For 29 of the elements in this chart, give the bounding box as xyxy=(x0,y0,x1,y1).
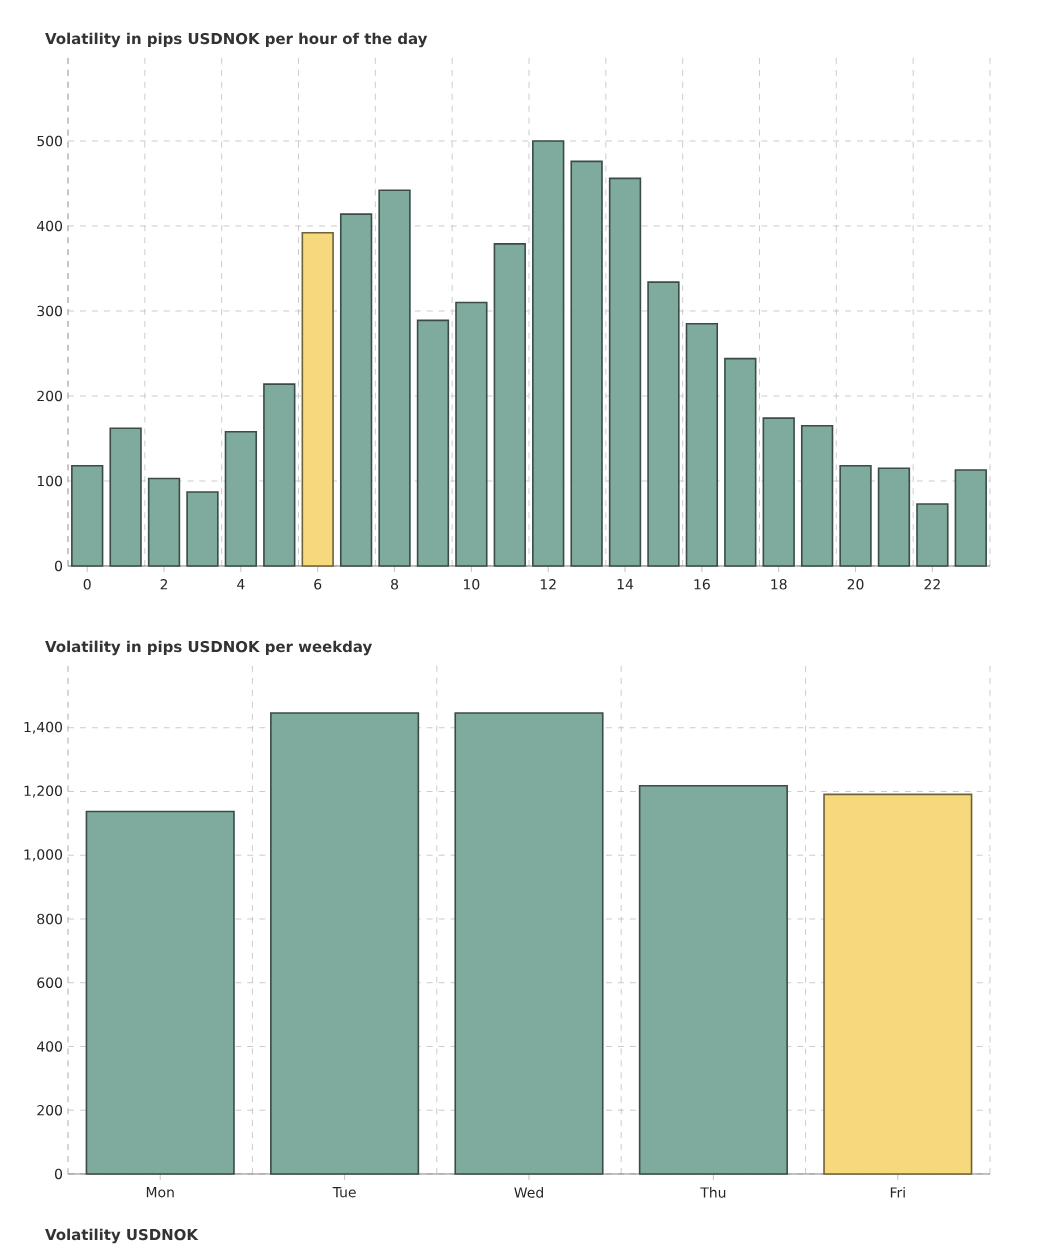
bar xyxy=(724,357,757,567)
bar xyxy=(263,383,296,567)
bar xyxy=(224,430,258,567)
bar xyxy=(378,189,411,567)
bar xyxy=(685,322,719,567)
bar xyxy=(71,464,104,567)
bar xyxy=(186,491,219,567)
bar xyxy=(570,160,603,567)
bar xyxy=(532,140,565,567)
bar xyxy=(416,319,450,567)
bar xyxy=(608,177,642,567)
bar xyxy=(877,467,911,567)
bar xyxy=(638,784,788,1175)
bar xyxy=(109,427,142,567)
bar xyxy=(839,464,872,567)
bar xyxy=(339,213,373,567)
bar xyxy=(301,231,334,567)
bar xyxy=(85,810,235,1175)
bar xyxy=(800,424,834,567)
bar xyxy=(493,243,526,567)
bar xyxy=(270,712,420,1175)
bar xyxy=(455,301,488,567)
bar xyxy=(823,793,973,1175)
bar xyxy=(916,503,949,567)
bar xyxy=(647,281,680,567)
bar xyxy=(762,417,795,567)
bar xyxy=(954,469,987,567)
bar xyxy=(147,477,181,567)
bar xyxy=(454,712,604,1175)
